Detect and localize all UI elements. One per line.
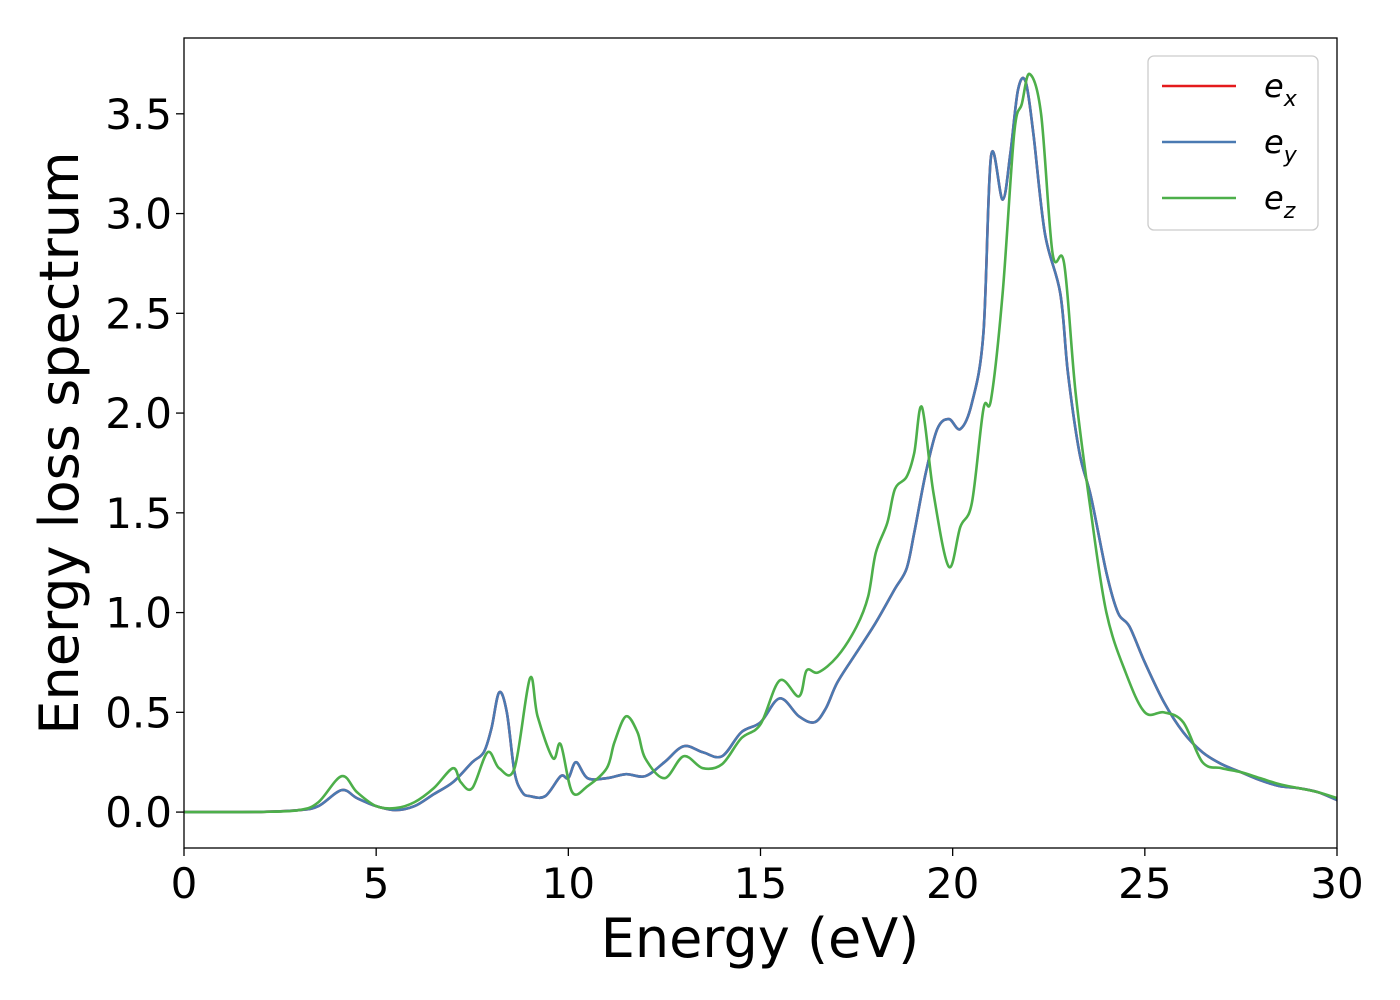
y-tick-label: 0.0 xyxy=(105,788,172,837)
series-line-e-z xyxy=(184,72,1337,814)
x-tick-label: 10 xyxy=(542,859,595,908)
x-axis: 0 5 10 15 20 25 30 xyxy=(171,848,1364,908)
legend-label-subscript: z xyxy=(1283,199,1296,224)
legend-label-y: ey xyxy=(1264,123,1298,168)
y-tick-label: 3.0 xyxy=(105,190,172,239)
x-tick-label: 5 xyxy=(363,859,390,908)
x-tick-label: 25 xyxy=(1118,859,1171,908)
x-tick-label: 30 xyxy=(1310,859,1363,908)
legend-label-x: ex xyxy=(1264,67,1298,112)
plot-area xyxy=(184,72,1337,814)
x-tick-label: 20 xyxy=(926,859,979,908)
y-axis: 0.0 0.5 1.0 1.5 2.0 2.5 3.0 3.5 xyxy=(105,90,184,837)
legend-label-z: ez xyxy=(1264,179,1296,224)
x-axis-title: Energy (eV) xyxy=(601,907,920,970)
y-tick-label: 1.0 xyxy=(105,589,172,638)
y-tick-label: 2.5 xyxy=(105,289,172,338)
y-tick-label: 3.5 xyxy=(105,90,172,139)
legend-label-base: e xyxy=(1264,123,1284,161)
legend-label-subscript: y xyxy=(1283,143,1298,168)
x-tick-label: 15 xyxy=(734,859,787,908)
legend-label-subscript: x xyxy=(1283,87,1298,112)
legend-label-base: e xyxy=(1264,179,1284,217)
y-tick-label: 0.5 xyxy=(105,688,172,737)
x-tick-label: 0 xyxy=(171,859,198,908)
y-axis-title: Energy loss spectrum xyxy=(28,151,91,734)
y-tick-label: 1.5 xyxy=(105,489,172,538)
y-tick-label: 2.0 xyxy=(105,389,172,438)
legend-label-base: e xyxy=(1264,67,1284,105)
series-line-e-y xyxy=(184,76,1337,814)
